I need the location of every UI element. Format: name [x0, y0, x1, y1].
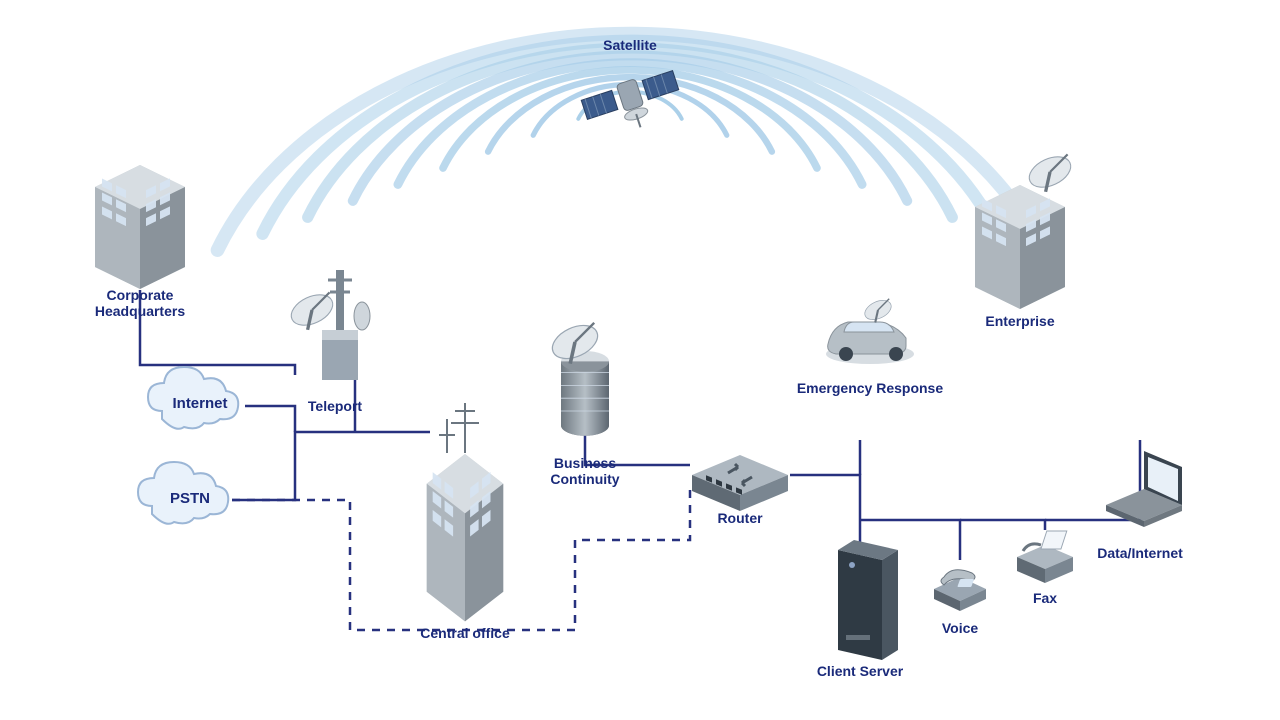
enterprise-icon	[975, 151, 1076, 309]
label-internet: Internet	[120, 395, 280, 412]
satellite-icon	[580, 67, 686, 142]
label-voice: Voice	[880, 620, 1040, 636]
client-server-icon	[838, 540, 898, 660]
central-office-icon	[427, 403, 504, 621]
label-central-office: Central office	[385, 625, 545, 641]
teleport-icon	[286, 270, 370, 380]
label-corporate-hq: Corporate Headquarters	[60, 287, 220, 319]
network-diagram: { "diagram": { "type": "network", "canva…	[0, 0, 1280, 720]
label-enterprise: Enterprise	[940, 313, 1100, 329]
label-satellite: Satellite	[550, 37, 710, 53]
label-emergency: Emergency Response	[790, 380, 950, 396]
label-business-continuity: Business Continuity	[505, 455, 665, 487]
corporate-hq-icon	[95, 165, 185, 289]
router-icon	[692, 455, 788, 511]
laptop-icon	[1106, 451, 1182, 527]
label-data-internet: Data/Internet	[1060, 545, 1220, 561]
label-client-server: Client Server	[780, 663, 940, 679]
label-fax: Fax	[965, 590, 1125, 606]
label-router: Router	[660, 510, 820, 526]
node-icons	[0, 0, 1280, 720]
business-continuity-icon	[547, 319, 609, 436]
emergency-response-icon	[826, 296, 914, 364]
label-pstn: PSTN	[110, 490, 270, 507]
